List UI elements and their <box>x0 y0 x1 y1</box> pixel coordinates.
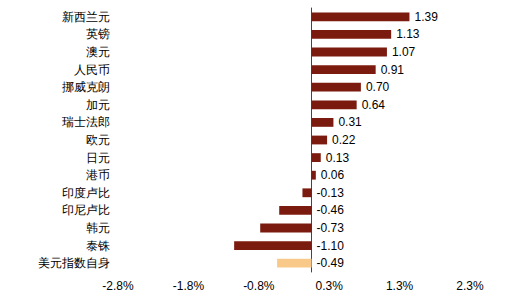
svg-text:0.64: 0.64 <box>362 98 386 112</box>
svg-text:挪威克朗: 挪威克朗 <box>62 80 110 94</box>
svg-text:0.70: 0.70 <box>366 80 390 94</box>
svg-text:日元: 日元 <box>86 151 110 165</box>
svg-text:美元指数自身: 美元指数自身 <box>38 256 110 270</box>
svg-text:0.22: 0.22 <box>332 133 356 147</box>
svg-text:1.07: 1.07 <box>392 45 416 59</box>
svg-text:新西兰元: 新西兰元 <box>62 10 110 24</box>
svg-text:欧元: 欧元 <box>86 133 110 147</box>
svg-text:英镑: 英镑 <box>86 27 110 41</box>
svg-text:0.31: 0.31 <box>338 115 362 129</box>
svg-text:-0.13: -0.13 <box>317 186 345 200</box>
svg-text:港币: 港币 <box>86 168 110 182</box>
svg-text:印尼卢比: 印尼卢比 <box>62 203 110 217</box>
svg-text:-0.8%: -0.8% <box>243 279 275 293</box>
svg-text:0.3%: 0.3% <box>316 279 344 293</box>
svg-text:1.39: 1.39 <box>414 10 438 24</box>
svg-text:-2.8%: -2.8% <box>102 279 134 293</box>
svg-text:人民币: 人民币 <box>74 63 110 77</box>
svg-text:0.91: 0.91 <box>381 63 405 77</box>
svg-text:-0.73: -0.73 <box>317 221 345 235</box>
svg-text:瑞士法郎: 瑞士法郎 <box>62 115 110 129</box>
svg-text:泰铢: 泰铢 <box>86 239 110 253</box>
svg-text:2.3%: 2.3% <box>456 279 484 293</box>
svg-text:1.13: 1.13 <box>396 27 420 41</box>
svg-text:-0.49: -0.49 <box>317 256 345 270</box>
svg-text:-1.10: -1.10 <box>317 239 345 253</box>
svg-text:加元: 加元 <box>86 98 110 112</box>
svg-text:0.13: 0.13 <box>326 151 350 165</box>
svg-text:0.06: 0.06 <box>321 168 345 182</box>
svg-text:印度卢比: 印度卢比 <box>62 186 110 200</box>
svg-text:韩元: 韩元 <box>86 221 110 235</box>
svg-text:1.3%: 1.3% <box>386 279 414 293</box>
svg-text:-0.46: -0.46 <box>317 203 345 217</box>
svg-text:-1.8%: -1.8% <box>173 279 205 293</box>
svg-text:澳元: 澳元 <box>86 45 110 59</box>
